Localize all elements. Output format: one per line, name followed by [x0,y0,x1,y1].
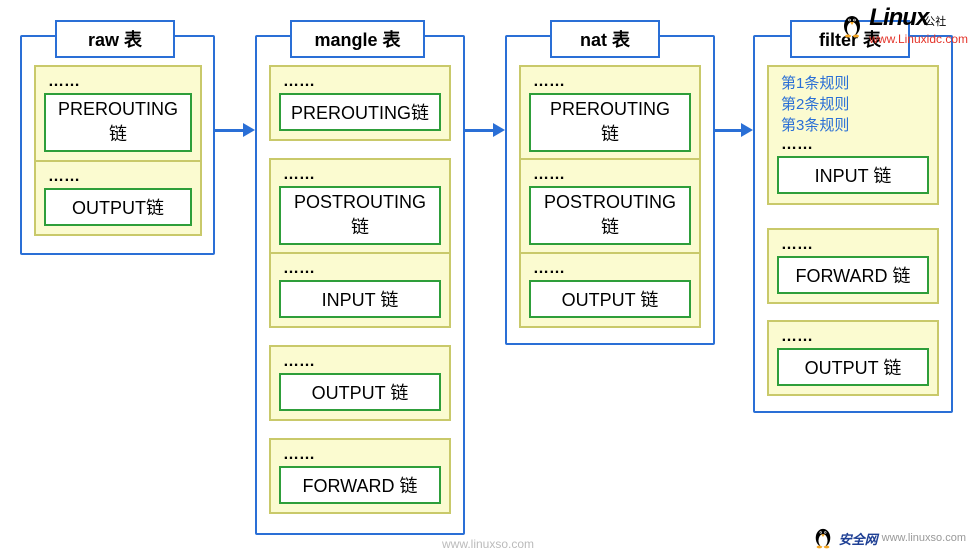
chain-dots: …… [279,353,441,371]
chain-group: …… OUTPUT链 [34,160,202,236]
chain-dots: …… [44,73,192,91]
penguin-icon [841,12,863,38]
chain-label: FORWARD 链 [279,466,441,504]
chain-group: …… FORWARD 链 [767,228,939,304]
penguin-icon [813,525,835,551]
chain-group: …… FORWARD 链 [269,438,451,514]
chain-group: …… OUTPUT 链 [767,320,939,396]
chain-label: INPUT 链 [279,280,441,318]
chain-dots: …… [279,73,441,91]
chain-label: PREROUTING 链 [529,93,691,152]
chain-dots: …… [279,446,441,464]
rule-text: 第2条规则 [777,94,929,115]
rule-text: 第3条规则 [777,115,929,136]
chain-group: …… POSTROUTING链 [269,158,451,255]
table-title-nat: nat 表 [550,20,660,58]
bottom-brand: 安全网 [839,529,878,548]
chain-dots: …… [529,260,691,278]
chain-label: OUTPUT链 [44,188,192,226]
table-title-raw: raw 表 [55,20,175,58]
chain-label: PREROUTING链 [279,93,441,131]
chain-label: FORWARD 链 [777,256,929,294]
watermark-top-right: Linux公社 www.Linuxidc.com [841,4,968,46]
watermark-bottom-center: www.linuxso.com [442,537,534,551]
chain-dots: …… [529,166,691,184]
chain-dots: …… [777,136,929,154]
brand-url: www.Linuxidc.com [869,32,968,46]
chain-group: …… PREROUTING链 [269,65,451,141]
chain-group: …… PREROUTING链 [34,65,202,162]
chain-dots: …… [44,168,192,186]
chain-group: 第1条规则第2条规则第3条规则…… INPUT 链 [767,65,939,205]
chain-group: …… INPUT 链 [269,252,451,328]
chain-group: …… POSTROUTING 链 [519,158,701,255]
chain-group: …… OUTPUT 链 [269,345,451,421]
chain-dots: …… [279,166,441,184]
chain-label: POSTROUTING 链 [529,186,691,245]
chain-label: OUTPUT 链 [529,280,691,318]
chain-dots: …… [279,260,441,278]
rule-text: 第1条规则 [777,73,929,94]
table-title-mangle: mangle 表 [290,20,425,58]
chain-label: OUTPUT 链 [279,373,441,411]
brand-sub: 公社 [924,16,946,28]
chain-group: …… OUTPUT 链 [519,252,701,328]
bottom-url: www.linuxso.com [882,532,966,544]
chain-label: POSTROUTING链 [279,186,441,245]
chain-dots: …… [777,236,929,254]
chain-dots: …… [529,73,691,91]
chain-label: INPUT 链 [777,156,929,194]
chain-label: OUTPUT 链 [777,348,929,386]
brand-text: Linux [869,4,928,31]
chain-group: …… PREROUTING 链 [519,65,701,162]
chain-dots: …… [777,328,929,346]
watermark-bottom-right: 安全网 www.linuxso.com [813,525,966,551]
chain-label: PREROUTING链 [44,93,192,152]
